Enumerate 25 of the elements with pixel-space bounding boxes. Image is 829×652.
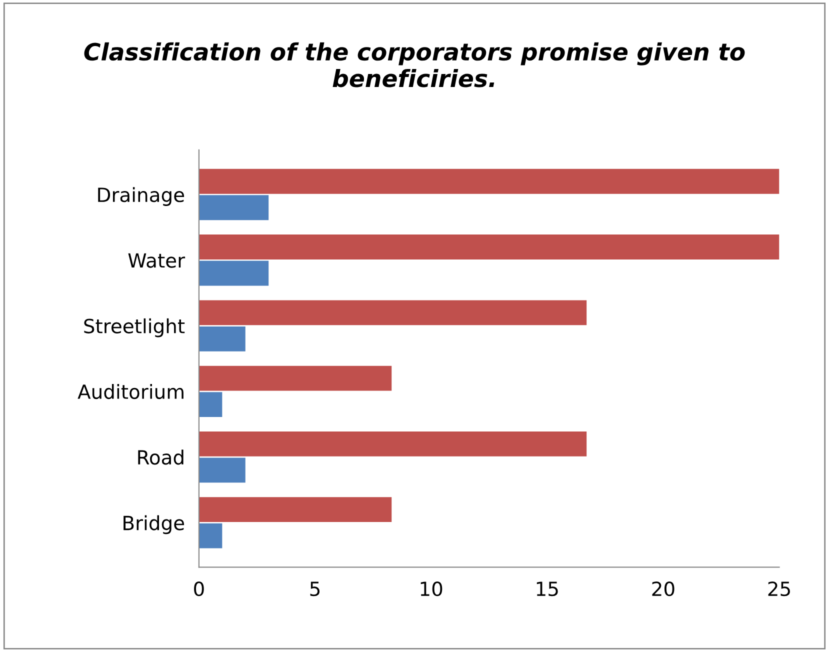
y-tick-label: Streetlight bbox=[84, 318, 185, 338]
bar bbox=[198, 260, 269, 286]
bar bbox=[198, 458, 246, 483]
x-tick-label: 20 bbox=[652, 581, 674, 596]
x-tick-label: 25 bbox=[768, 581, 790, 596]
bar bbox=[198, 234, 780, 260]
x-tick-label: 10 bbox=[420, 581, 442, 596]
bar bbox=[198, 366, 392, 391]
chart-title: Classification of the corporators promise given to beneficiries. bbox=[84, 42, 745, 88]
y-tick-label: Auditorium bbox=[78, 384, 184, 400]
bar bbox=[198, 195, 269, 220]
bar bbox=[198, 497, 392, 522]
x-tick-label: 0 bbox=[194, 581, 204, 596]
bar bbox=[198, 326, 246, 352]
y-tick-label: Drainage bbox=[98, 187, 184, 206]
y-tick-label: Road bbox=[138, 450, 184, 465]
bar bbox=[198, 523, 222, 548]
x-tick-label: 5 bbox=[310, 582, 320, 596]
y-tick-label: Water bbox=[128, 253, 186, 268]
bar bbox=[198, 392, 222, 418]
y-tick-label: Bridge bbox=[124, 515, 184, 534]
bar bbox=[198, 431, 587, 456]
bar bbox=[198, 300, 587, 326]
bar bbox=[198, 168, 780, 194]
x-tick-label: 15 bbox=[536, 582, 558, 596]
